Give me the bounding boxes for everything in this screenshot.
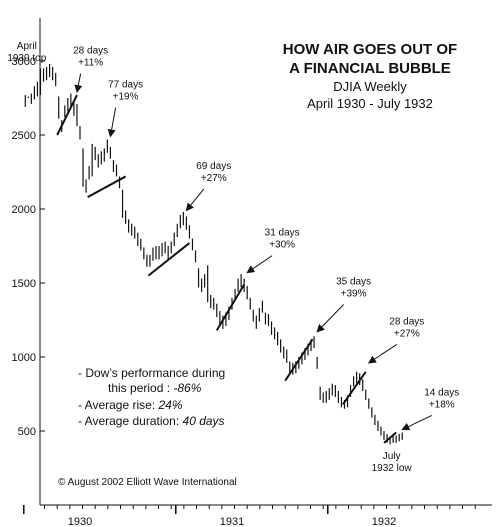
chart-subtitle-line-1: DJIA Weekly [333, 79, 407, 94]
rally-35days-arrow [316, 304, 344, 333]
rally-77days-text-1: +19% [113, 92, 139, 103]
rally-28days-1-text-0: 28 days [73, 46, 108, 57]
rally-69days: 69 days+27% [185, 161, 231, 212]
y-tick-label-3000: 3000 [12, 56, 36, 68]
note-line-2: this period : -86% [78, 381, 218, 395]
rally-28days-2: 28 days+27% [367, 316, 424, 364]
chart-title-line-2: A FINANCIAL BUBBLE [289, 60, 451, 77]
y-tick-label-2000: 2000 [12, 204, 36, 216]
rally-35days-text-0: 35 days [336, 276, 371, 287]
note-3-label: - Average rise: [78, 398, 158, 412]
note-2-value: -86% [173, 381, 201, 395]
x-tick-label-1930: 1930 [68, 516, 92, 527]
performance-notes: - Dow’s performance during this period :… [78, 366, 225, 428]
rally-31days-text-1: +30% [269, 240, 295, 251]
rally-28days-1-arrow [74, 73, 83, 94]
rally-77days-arrow [107, 107, 117, 138]
y-tick-label-2500: 2500 [12, 130, 36, 142]
rally-line-1 [56, 94, 78, 136]
note-line-3: - Average rise: 24% [78, 398, 183, 412]
rally-69days-arrow [185, 188, 205, 212]
rally-line-2 [87, 175, 127, 199]
rally-14days-text-1: +18% [429, 399, 455, 410]
note-1-label: - Dow’s performance during [78, 366, 225, 380]
y-tick-label-500: 500 [18, 426, 36, 438]
july-1932-low-text-1: 1932 low [372, 463, 413, 474]
rally-28days-2-text-1: +27% [394, 328, 420, 339]
x-axis-ticks: 1930 1931 1932 [22, 505, 476, 527]
rally-trend-lines [56, 94, 397, 444]
rally-28days-1: 28 days+11% [73, 46, 108, 94]
rally-31days-arrow [246, 255, 273, 274]
note-4-value: 40 days [183, 414, 225, 428]
rally-line-7 [383, 431, 397, 444]
rally-line-4 [215, 283, 246, 331]
rally-28days-2-arrow [367, 344, 398, 364]
copyright-text: © August 2002 Elliott Wave International [58, 477, 237, 488]
y-tick-label-1500: 1500 [12, 278, 36, 290]
rally-35days-text-1: +39% [341, 288, 367, 299]
rally-31days: 31 days+30% [246, 228, 300, 274]
rally-69days-text-1: +27% [201, 173, 227, 184]
rally-77days: 77 days+19% [107, 80, 143, 138]
rally-line-5 [284, 338, 314, 382]
rally-31days-text-0: 31 days [265, 228, 300, 239]
note-line-1: - Dow’s performance during [78, 366, 225, 380]
rally-69days-text-0: 69 days [196, 161, 231, 172]
april-1930-top-text-1: 1930 top [7, 53, 46, 64]
rally-35days: 35 days+39% [316, 276, 371, 333]
rally-14days-text-0: 14 days [424, 387, 459, 398]
chart-title-line-1: HOW AIR GOES OUT OF [283, 41, 457, 58]
rally-28days-1-text-1: +11% [78, 58, 103, 69]
rally-14days: 14 days+18% [401, 387, 459, 431]
x-tick-label-1932: 1932 [372, 516, 396, 527]
rally-28days-2-text-0: 28 days [389, 316, 424, 327]
note-2-label: this period : [101, 381, 173, 395]
note-4-label: - Average duration: [78, 414, 183, 428]
y-tick-label-1000: 1000 [12, 352, 36, 364]
rally-77days-text-0: 77 days [108, 80, 143, 91]
y-axis-ticks: 500 1000 1500 2000 2500 3000 [12, 56, 45, 438]
rally-14days-arrow [401, 415, 432, 431]
rally-line-6 [342, 371, 367, 405]
july-1932-low-text-0: July [383, 451, 401, 462]
note-3-value: 24% [157, 398, 182, 412]
x-tick-label-1931: 1931 [220, 516, 244, 527]
note-line-4: - Average duration: 40 days [78, 414, 225, 428]
rally-line-3 [147, 242, 191, 277]
chart-subtitle-line-2: April 1930 - July 1932 [307, 96, 433, 111]
april-1930-top-text-0: April [17, 41, 37, 52]
